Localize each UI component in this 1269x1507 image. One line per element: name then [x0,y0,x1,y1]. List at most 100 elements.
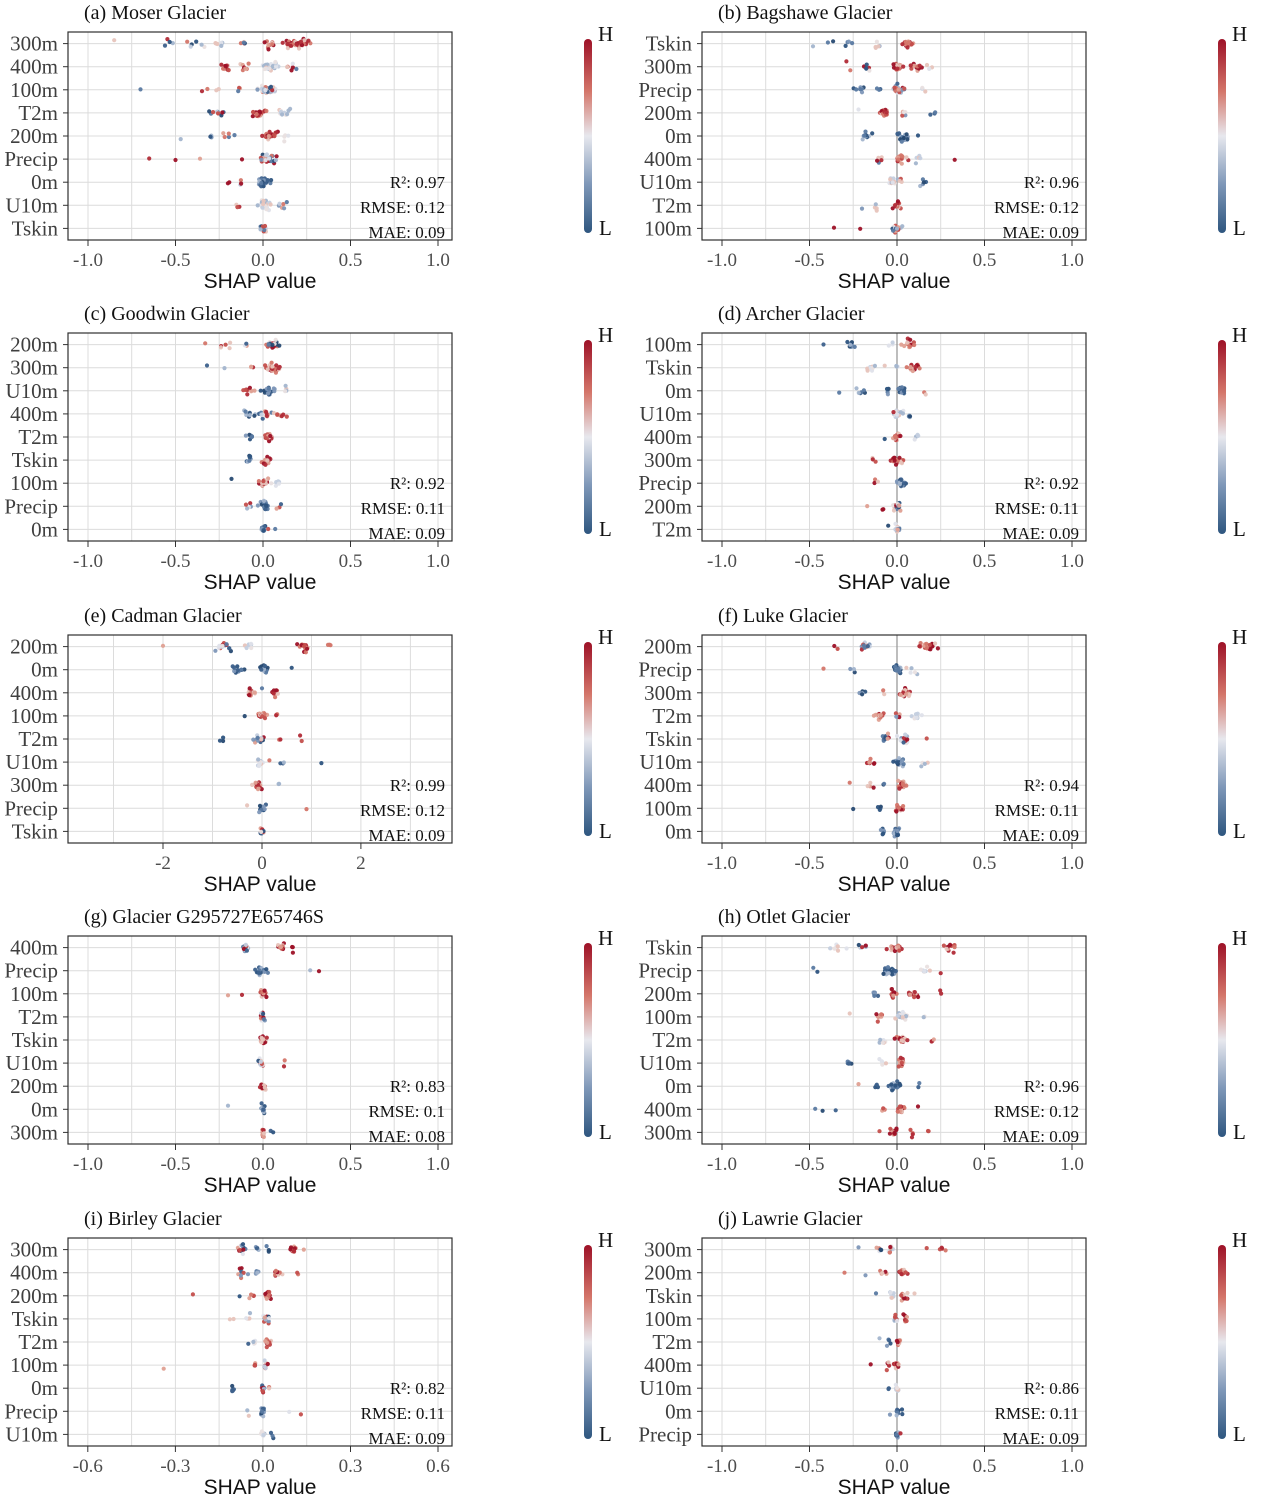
svg-text:-0.5: -0.5 [794,551,824,572]
svg-text:0.3: 0.3 [339,1456,363,1477]
mae-stat: MAE: 0.09 [368,524,446,544]
svg-text:300m: 300m [644,55,692,79]
svg-text:T2m: T2m [18,1005,58,1029]
mae-stat: MAE: 0.09 [368,825,446,845]
colorbar-high-label: H [1232,323,1248,348]
svg-text:300m: 300m [644,1121,692,1145]
svg-text:-0.5: -0.5 [160,1154,190,1175]
model-stats: R²: 0.97 RMSE: 0.12 MAE: 0.09 [360,170,445,245]
model-stats: R²: 0.82 RMSE: 0.11 MAE: 0.09 [361,1376,445,1451]
mae-stat: MAE: 0.09 [1002,1127,1080,1147]
svg-text:Tskin: Tskin [646,1283,693,1307]
r2-stat: R²: 0.82 [389,1378,445,1398]
mae-stat: MAE: 0.09 [1002,825,1080,845]
svg-text:T2m: T2m [18,1330,58,1354]
svg-text:0m: 0m [31,657,58,681]
r2-stat: R²: 0.97 [389,173,445,192]
svg-text:0m: 0m [665,379,692,403]
svg-text:1.0: 1.0 [426,250,450,271]
svg-text:0.0: 0.0 [251,1154,275,1175]
svg-text:U10m: U10m [6,750,59,774]
svg-text:100m: 100m [10,982,58,1006]
svg-text:1.0: 1.0 [1060,250,1084,271]
svg-text:Precip: Precip [4,147,58,171]
svg-text:200m: 200m [10,1074,58,1098]
svg-text:300m: 300m [644,1237,692,1261]
svg-text:1.0: 1.0 [426,1154,450,1175]
svg-text:200m: 200m [10,1283,58,1307]
svg-text:1.0: 1.0 [1060,1154,1084,1175]
colorbar-high-label: H [1232,926,1248,951]
svg-text:1.0: 1.0 [1060,551,1084,572]
x-axis-label: SHAP value [837,270,951,293]
panel-title: (a) Moser Glacier [84,2,227,24]
r2-stat: R²: 0.94 [1023,775,1079,795]
colorbar-low-label: L [599,517,612,542]
svg-text:-1.0: -1.0 [707,250,737,271]
svg-text:0m: 0m [31,1097,58,1121]
x-axis-label: SHAP value [203,1174,317,1198]
panel-f-luke-glacier: 200m Precip 300m T2m Tskin U10m 400m 100m 0m -1.0… [634,603,1268,904]
svg-text:-0.5: -0.5 [794,853,824,874]
svg-text:Precip: Precip [4,796,58,820]
svg-text:200m: 200m [644,101,692,125]
svg-text:100m: 100m [644,1306,692,1330]
svg-text:T2m: T2m [18,101,58,125]
svg-text:Tskin: Tskin [12,1028,59,1052]
svg-text:0.5: 0.5 [339,551,363,572]
svg-text:0.0: 0.0 [251,551,275,572]
svg-text:-1.0: -1.0 [73,250,103,271]
svg-text:-1.0: -1.0 [73,551,103,572]
svg-text:U10m: U10m [6,1422,59,1446]
colorbar-high-label: H [598,1227,614,1252]
svg-text:100m: 100m [10,704,58,728]
svg-text:100m: 100m [644,216,692,240]
panel-title: (f) Luke Glacier [718,604,848,627]
svg-text:Precip: Precip [638,959,692,983]
svg-text:100m: 100m [644,1005,692,1029]
rmse-stat: RMSE: 0.11 [994,800,1079,820]
svg-text:0.0: 0.0 [885,1154,909,1175]
svg-text:0.5: 0.5 [973,1456,997,1477]
colorbar-low-label: L [1233,216,1246,240]
svg-text:-0.5: -0.5 [794,1154,824,1175]
rmse-stat: RMSE: 0.12 [359,800,445,820]
svg-text:400m: 400m [644,147,692,171]
colorbar-gradient [584,340,592,535]
rmse-stat: RMSE: 0.11 [994,499,1079,519]
svg-text:200m: 200m [10,124,58,148]
svg-text:-1.0: -1.0 [73,1154,103,1175]
svg-text:200m: 200m [644,1260,692,1284]
r2-stat: R²: 0.92 [1023,474,1079,494]
colorbar-high-label: H [598,926,614,951]
colorbar-gradient [584,641,592,836]
svg-text:400m: 400m [10,55,58,79]
svg-text:0: 0 [257,853,267,874]
svg-text:0m: 0m [665,1399,692,1423]
model-stats: R²: 0.86 RMSE: 0.11 MAE: 0.09 [995,1376,1079,1451]
panel-title: (b) Bagshawe Glacier [718,2,893,24]
svg-text:U10m: U10m [640,170,693,194]
panel-title: (d) Archer Glacier [718,303,865,326]
svg-text:300m: 300m [10,1121,58,1145]
x-axis-label: SHAP value [837,1475,951,1499]
svg-text:Precip: Precip [4,495,58,519]
svg-text:200m: 200m [644,982,692,1006]
svg-text:200m: 200m [10,333,58,357]
colorbar-low-label: L [1233,1421,1246,1446]
svg-text:-0.5: -0.5 [794,250,824,271]
r2-stat: R²: 0.92 [389,474,445,494]
colorbar-low-label: L [1233,818,1246,843]
mae-stat: MAE: 0.09 [368,1428,446,1448]
colorbar-low-label: L [599,818,612,843]
colorbar-gradient [584,943,592,1138]
svg-text:400m: 400m [10,936,58,960]
svg-text:400m: 400m [644,773,692,797]
svg-text:400m: 400m [10,681,58,705]
model-stats: R²: 0.94 RMSE: 0.11 MAE: 0.09 [995,773,1079,848]
svg-text:300m: 300m [10,32,58,56]
